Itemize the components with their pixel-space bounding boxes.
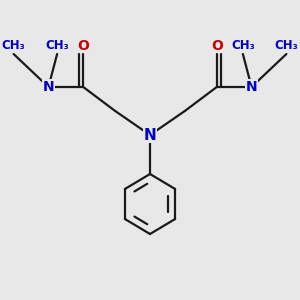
- Text: N: N: [144, 128, 156, 142]
- Text: CH₃: CH₃: [231, 39, 255, 52]
- Text: CH₃: CH₃: [2, 39, 26, 52]
- Text: O: O: [77, 39, 89, 52]
- Text: CH₃: CH₃: [274, 39, 298, 52]
- Text: O: O: [211, 39, 223, 52]
- Text: N: N: [246, 80, 257, 94]
- Text: CH₃: CH₃: [45, 39, 69, 52]
- Text: N: N: [43, 80, 54, 94]
